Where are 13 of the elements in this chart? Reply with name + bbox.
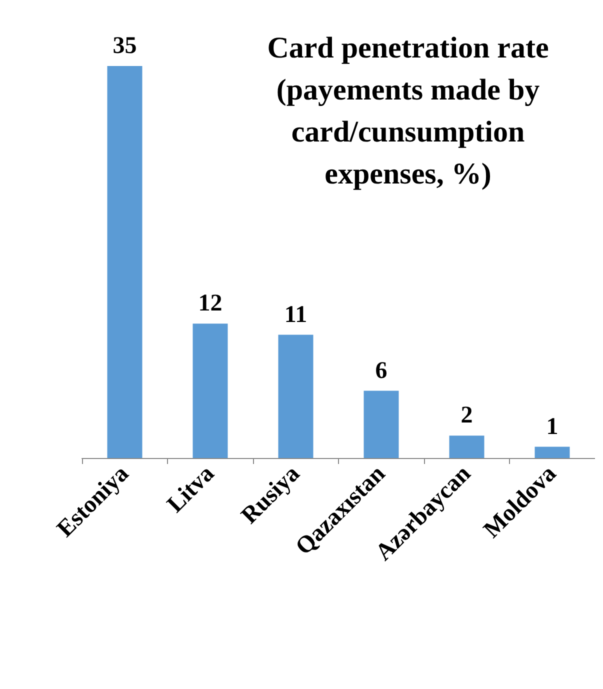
bar [364, 390, 399, 458]
bar [534, 446, 570, 458]
data-label: 1 [546, 414, 558, 440]
bar [192, 324, 228, 458]
data-label: 12 [198, 290, 222, 317]
bar [449, 436, 484, 458]
bar [278, 334, 314, 458]
data-label: 11 [284, 302, 308, 328]
data-label: 6 [375, 358, 388, 384]
bar [107, 66, 142, 458]
data-label: 2 [460, 402, 473, 429]
text: Card penetration rate (payements made by card/cunsumption expenses, %) [267, 32, 549, 190]
data-label: 35 [112, 33, 137, 59]
